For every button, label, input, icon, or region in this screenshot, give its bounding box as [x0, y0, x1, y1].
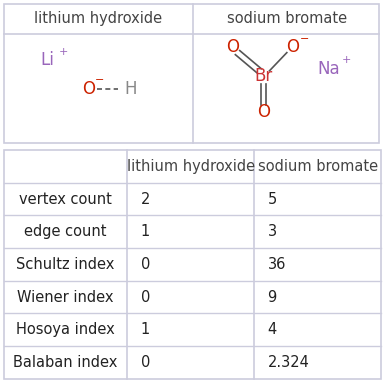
Text: Na: Na — [318, 60, 340, 78]
Text: −: − — [95, 75, 104, 85]
Text: 3: 3 — [268, 224, 277, 239]
Text: Wiener index: Wiener index — [17, 290, 114, 304]
Text: 0: 0 — [141, 257, 150, 272]
Text: 36: 36 — [268, 257, 286, 272]
Text: lithium hydroxide: lithium hydroxide — [34, 11, 162, 26]
Text: edge count: edge count — [24, 224, 107, 239]
Text: lithium hydroxide: lithium hydroxide — [127, 159, 254, 174]
Text: 0: 0 — [141, 290, 150, 304]
Text: +: + — [59, 47, 68, 57]
Text: O: O — [257, 104, 270, 121]
Text: 1: 1 — [141, 224, 150, 239]
Text: 4: 4 — [268, 322, 277, 337]
Text: O: O — [286, 38, 299, 56]
Text: Li: Li — [40, 51, 54, 69]
Text: 1: 1 — [141, 322, 150, 337]
Text: 9: 9 — [268, 290, 277, 304]
Text: O: O — [82, 80, 95, 98]
Text: +: + — [342, 55, 351, 65]
Text: 2: 2 — [141, 192, 150, 207]
Text: 0: 0 — [141, 355, 150, 370]
Text: 5: 5 — [268, 192, 277, 207]
Text: 2.324: 2.324 — [268, 355, 310, 370]
Text: Schultz index: Schultz index — [16, 257, 115, 272]
Text: H: H — [125, 80, 137, 98]
Text: sodium bromate: sodium bromate — [227, 11, 347, 26]
Text: Balaban index: Balaban index — [13, 355, 118, 370]
Text: vertex count: vertex count — [19, 192, 112, 207]
Text: sodium bromate: sodium bromate — [258, 159, 378, 174]
Text: −: − — [300, 34, 310, 44]
Text: O: O — [226, 38, 239, 56]
Text: Hosoya index: Hosoya index — [16, 322, 115, 337]
Text: Br: Br — [254, 67, 273, 85]
